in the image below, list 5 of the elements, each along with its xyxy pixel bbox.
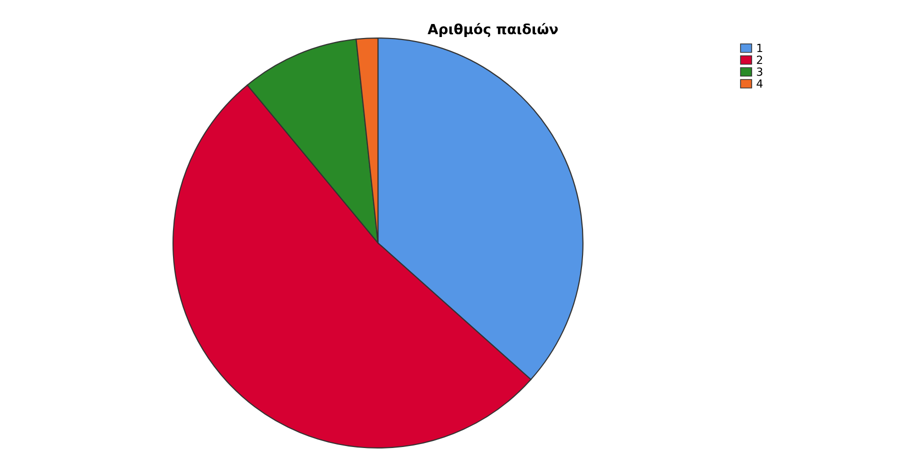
legend-label: 2	[756, 56, 762, 64]
chart-title: Αριθμός παιδιών	[428, 22, 558, 38]
legend-label: 1	[757, 44, 762, 52]
legend-label: 3	[756, 67, 762, 76]
legend-label: 4	[756, 79, 763, 88]
